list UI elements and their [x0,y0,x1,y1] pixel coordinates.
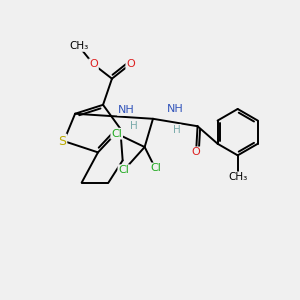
Text: NH: NH [118,105,135,115]
Text: O: O [89,59,98,69]
Text: H: H [130,121,137,131]
Text: NH: NH [167,104,184,114]
Text: Cl: Cl [111,129,122,139]
Text: Cl: Cl [150,164,161,173]
Text: Cl: Cl [118,165,129,175]
Text: O: O [192,147,200,158]
Text: CH₃: CH₃ [69,41,88,51]
Text: H: H [173,125,181,135]
Text: CH₃: CH₃ [228,172,247,182]
Text: S: S [58,135,66,148]
Text: O: O [126,59,135,69]
